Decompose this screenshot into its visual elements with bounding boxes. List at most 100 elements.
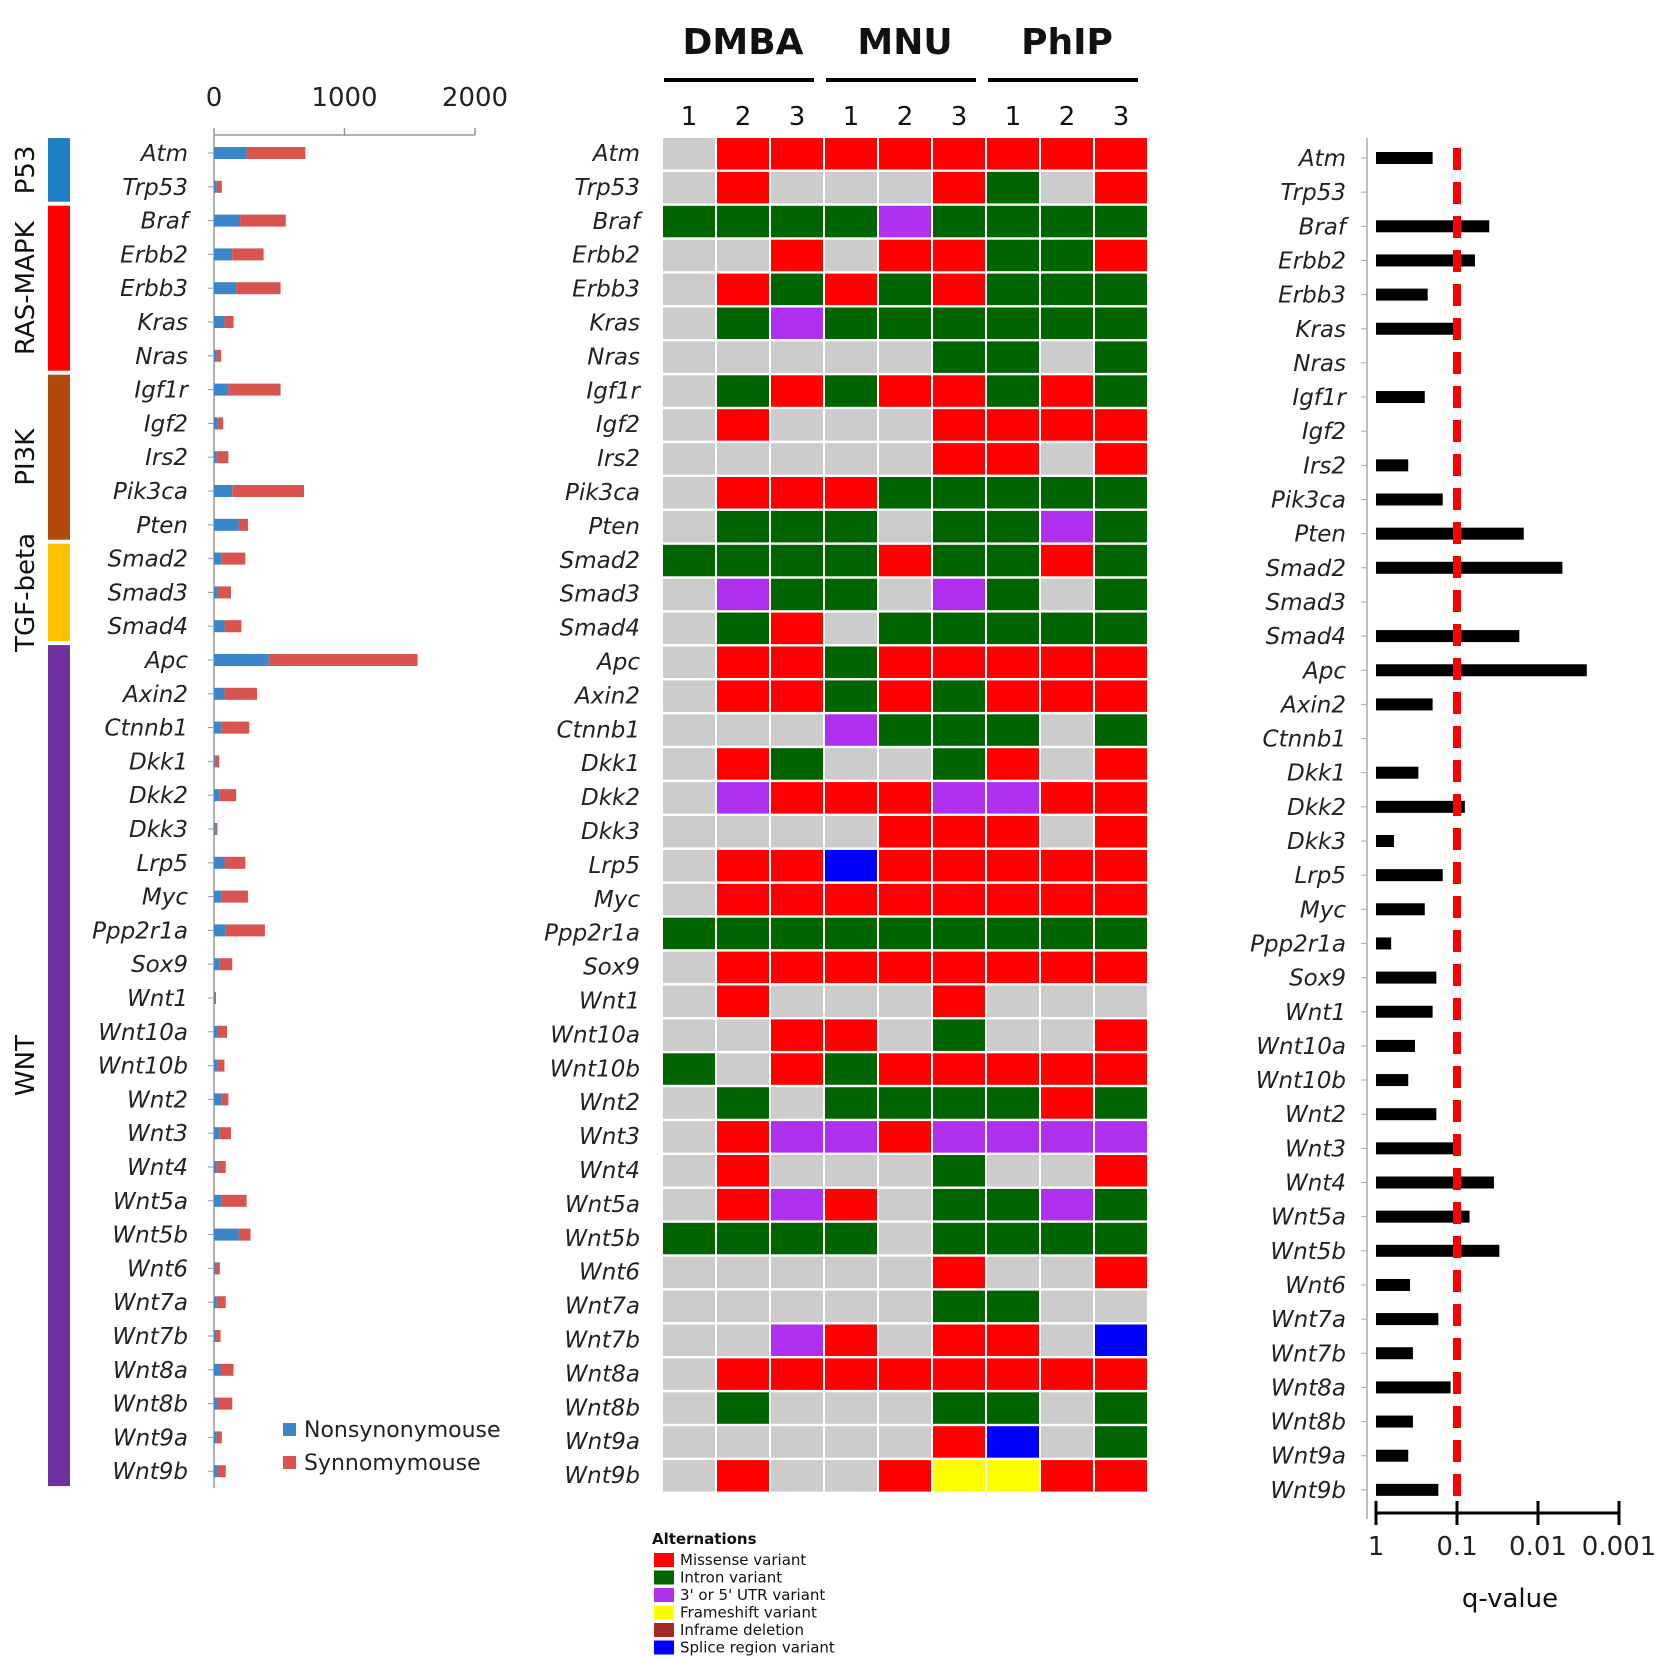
heatmap-row-label: Wnt8b xyxy=(564,1395,640,1421)
heatmap-cell xyxy=(825,1426,877,1458)
heatmap-cell xyxy=(717,578,769,611)
heatmap-cell xyxy=(987,680,1039,712)
heatmap-cell xyxy=(825,138,877,170)
pathway-bar-p53 xyxy=(48,138,70,202)
q-gene-label: Wnt7b xyxy=(1270,1341,1346,1367)
heatmap-cell xyxy=(1095,816,1147,848)
heatmap-cell xyxy=(1041,171,1093,204)
q-gene-label: Dkk2 xyxy=(1287,795,1346,821)
legend-swatch xyxy=(283,1423,296,1436)
heatmap-cell xyxy=(771,510,823,543)
heatmap-cell xyxy=(933,917,985,950)
heatmap-row-label: Wnt4 xyxy=(579,1158,640,1184)
q-value-bar xyxy=(1376,1244,1500,1257)
heatmap-cell xyxy=(717,1222,769,1255)
gene-label: Ppp2r1a xyxy=(92,918,188,944)
heatmap-cell xyxy=(879,1290,931,1323)
heatmap-cell xyxy=(987,171,1039,204)
q-value-bar xyxy=(1376,493,1443,506)
heatmap-cell xyxy=(771,375,823,407)
heatmap-cell xyxy=(1041,1188,1093,1221)
heatmap-row-label: Lrp5 xyxy=(588,853,640,879)
nonsynonymous-bar xyxy=(214,1262,216,1275)
heatmap-cell xyxy=(663,1053,715,1085)
heatmap-cell xyxy=(933,239,985,272)
heatmap-cell xyxy=(1095,171,1147,204)
q-gene-label: Wnt6 xyxy=(1285,1273,1346,1299)
heatmap-row-label: Wnt7b xyxy=(564,1328,640,1354)
legend-swatch xyxy=(283,1456,296,1469)
heatmap-row-label: Wnt7a xyxy=(565,1294,640,1320)
heatmap-cell xyxy=(1095,612,1147,645)
heatmap-cell xyxy=(717,612,769,645)
heatmap-row-label: Sox9 xyxy=(583,955,640,981)
heatmap-cell xyxy=(717,1053,769,1085)
q-value-bar xyxy=(1376,1415,1413,1428)
heatmap-cell xyxy=(825,985,877,1017)
heatmap-cell xyxy=(1095,1460,1147,1492)
heatmap-cell xyxy=(933,1358,985,1390)
heatmap-cell xyxy=(933,714,985,746)
heatmap-cell xyxy=(1041,985,1093,1017)
heatmap-cell xyxy=(933,1426,985,1458)
nonsynonymous-bar xyxy=(214,1127,220,1140)
heatmap-cell xyxy=(717,951,769,984)
heatmap-cell xyxy=(1095,1087,1147,1119)
alteration-legend-label: Splice region variant xyxy=(680,1639,835,1657)
heatmap-row-label: Wnt9a xyxy=(565,1429,640,1455)
heatmap-cell xyxy=(1041,782,1093,814)
synonymous-bar xyxy=(221,890,248,903)
synonymous-bar xyxy=(217,1397,233,1410)
heatmap-cell xyxy=(1095,477,1147,509)
nonsynonymous-bar xyxy=(214,1363,221,1376)
group-label-dmba: DMBA xyxy=(682,22,803,63)
heatmap-cell xyxy=(1041,544,1093,577)
synonymous-bar xyxy=(224,316,234,328)
heatmap-cell xyxy=(771,1087,823,1119)
heatmap-cell xyxy=(933,1392,985,1424)
heatmap-cell xyxy=(1095,375,1147,407)
q-value-bar xyxy=(1376,630,1520,643)
heatmap-cell xyxy=(663,1324,715,1356)
heatmap-row-label: Wnt9b xyxy=(564,1463,640,1489)
heatmap-cell xyxy=(663,646,715,678)
heatmap-row-label: Ctnnb1 xyxy=(557,717,640,743)
nonsynonymous-bar xyxy=(214,992,215,1004)
heatmap-cell xyxy=(879,1460,931,1492)
heatmap-cell xyxy=(771,883,823,916)
gene-label: Atm xyxy=(139,141,188,167)
heatmap-row-label: Wnt2 xyxy=(579,1090,640,1116)
heatmap-row-label: Erbb3 xyxy=(572,277,640,303)
nonsynonymous-bar xyxy=(214,755,216,768)
heatmap-cell xyxy=(933,849,985,882)
synonymous-bar xyxy=(224,620,242,633)
heatmap-cell xyxy=(717,1392,769,1424)
heatmap-cell xyxy=(933,680,985,712)
q-value-bar xyxy=(1376,1347,1413,1360)
sample-label: 3 xyxy=(789,102,806,132)
heatmap-cell xyxy=(933,341,985,373)
q-x-tick-label: 0.01 xyxy=(1509,1532,1567,1562)
heatmap-cell xyxy=(879,205,931,238)
heatmap-cell xyxy=(987,544,1039,577)
heatmap-cell xyxy=(933,1087,985,1119)
heatmap-row-label: Kras xyxy=(589,311,640,337)
q-x-tick-label: 1 xyxy=(1368,1532,1385,1562)
gene-label: Wnt7a xyxy=(113,1290,188,1316)
heatmap-cell xyxy=(933,171,985,204)
heatmap-cell xyxy=(717,409,769,441)
heatmap-cell xyxy=(663,1426,715,1458)
heatmap-row-label: Wnt5b xyxy=(564,1226,640,1252)
heatmap-cell xyxy=(663,510,715,543)
heatmap-cell xyxy=(987,1087,1039,1119)
nonsynonymous-bar xyxy=(214,1093,222,1106)
heatmap-cell xyxy=(879,341,931,373)
nonsynonymous-bar xyxy=(214,282,237,295)
heatmap-cell xyxy=(825,883,877,916)
heatmap-cell xyxy=(933,951,985,984)
heatmap-cell xyxy=(933,782,985,814)
heatmap-cell xyxy=(771,917,823,950)
gene-label: Smad4 xyxy=(108,614,188,640)
heatmap-cell xyxy=(1095,1426,1147,1458)
gene-label: Erbb2 xyxy=(120,242,188,268)
